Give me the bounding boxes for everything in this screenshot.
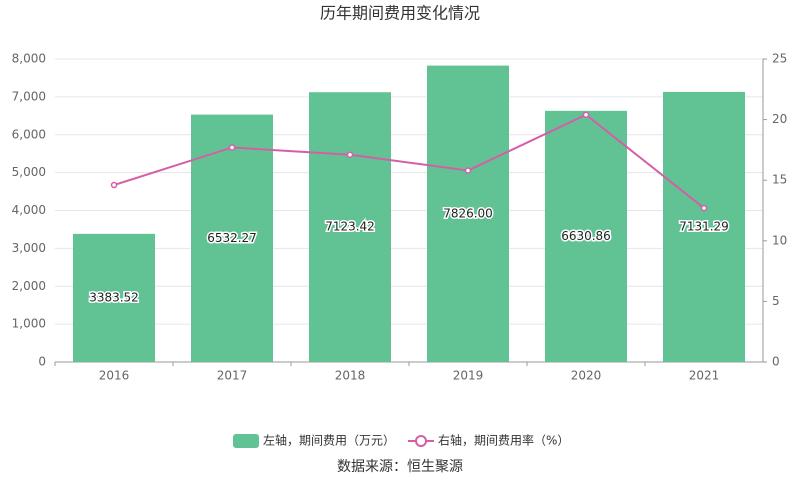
bar (73, 233, 155, 362)
y-tick-label: 4,000 (12, 203, 46, 217)
legend-swatch (415, 435, 427, 447)
y-tick-label: 5,000 (12, 165, 46, 179)
value-label: 7826.00 (443, 206, 493, 220)
point (464, 167, 472, 174)
y-tick-label: 0 (38, 355, 46, 369)
point (582, 111, 590, 119)
legend-label: 左轴，期间费用（万元） (263, 433, 395, 448)
chart-title: 历年期间费用变化情况 (320, 4, 480, 23)
bar (309, 92, 391, 362)
y-tick-label: 1,000 (12, 317, 46, 331)
point (110, 181, 118, 189)
y2-tick-label: 25 (772, 52, 787, 66)
x-tick-label: 2019 (453, 369, 484, 383)
x-tick-label: 2017 (217, 369, 248, 383)
y-tick-label: 3,000 (12, 241, 46, 255)
value-label: 3383.52 (89, 290, 139, 304)
value-label: 6630.86 (561, 229, 611, 243)
bar (663, 91, 745, 362)
y-tick-label: 7,000 (12, 89, 46, 103)
point (228, 144, 236, 151)
y2-tick-label: 15 (772, 173, 787, 187)
bar (427, 65, 509, 363)
y2-tick-label: 10 (772, 233, 787, 247)
value-label: 7131.29 (679, 219, 729, 233)
source: 数据来源：恒生聚源 (337, 459, 463, 475)
y-tick-label: 2,000 (12, 279, 46, 293)
legend-swatch (233, 434, 259, 448)
x-tick-label: 2016 (99, 369, 130, 383)
x-tick-label: 2021 (689, 369, 720, 383)
y-tick-label: 8,000 (12, 52, 46, 66)
x-tick-label: 2020 (571, 369, 602, 383)
line (113, 113, 705, 209)
y-tick-label: 6,000 (12, 127, 46, 141)
y2-tick-label: 20 (772, 112, 787, 126)
bar (545, 110, 627, 363)
x-tick-label: 2018 (335, 369, 366, 383)
point (700, 204, 708, 212)
value-label: 6532.27 (207, 231, 257, 245)
y2-tick-label: 0 (772, 355, 780, 369)
point (346, 151, 354, 158)
legend-label: 右轴，期间费用率（%） (438, 433, 569, 448)
value-label: 7123.42 (325, 220, 375, 234)
y2-tick-label: 5 (772, 294, 780, 308)
